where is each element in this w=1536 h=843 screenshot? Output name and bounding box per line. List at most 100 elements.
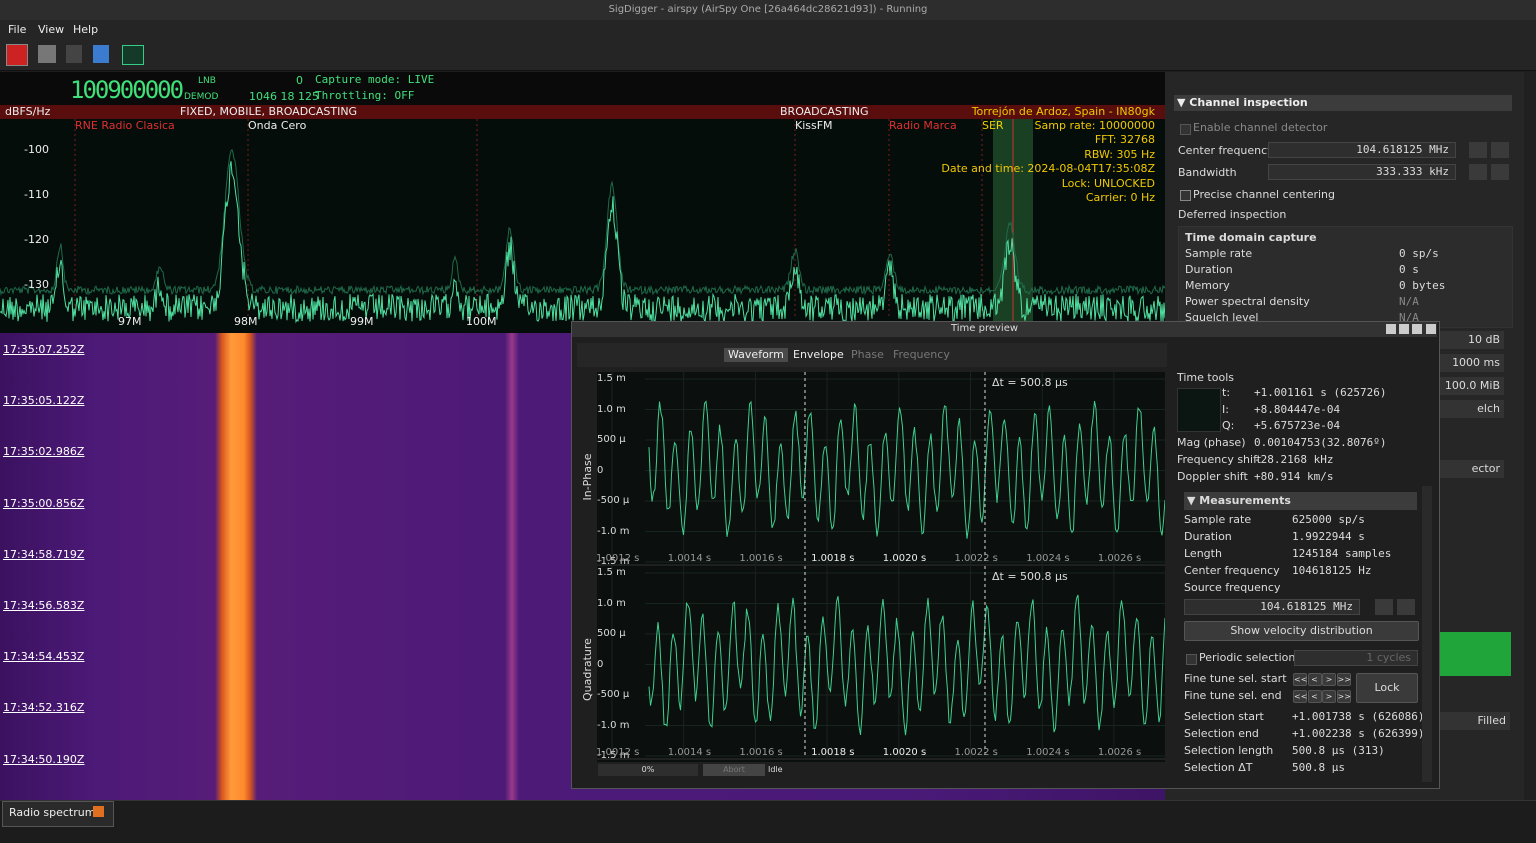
settings-button[interactable]: [38, 45, 56, 63]
button[interactable]: [1375, 599, 1393, 615]
x-tick-label: 1.0012 s: [596, 747, 640, 758]
fine-button[interactable]: >>: [1336, 673, 1351, 686]
button[interactable]: [1469, 142, 1487, 158]
widget[interactable]: Filled: [1440, 712, 1510, 730]
checkbox-label: Periodic selection: [1199, 651, 1296, 664]
timestamp: 17:34:58.719Z: [3, 547, 85, 561]
fine-button[interactable]: <: [1307, 690, 1322, 703]
window-button[interactable]: [1399, 324, 1409, 334]
progress-bar: 0%: [598, 764, 698, 776]
y-tick-label: -120: [24, 233, 49, 246]
y-tick-label: -1.5 m: [597, 750, 630, 761]
y-unit: dBFS/Hz: [5, 105, 51, 118]
row-value: 500.8 µs: [1292, 761, 1345, 774]
bw-field[interactable]: 333.333 kHz: [1268, 164, 1456, 180]
widget[interactable]: ector: [1440, 460, 1504, 478]
row-value: 0 s: [1399, 263, 1419, 276]
capture-mode: Capture mode: LIVE: [315, 73, 435, 86]
x-tick-label: 1.0022 s: [954, 747, 998, 758]
button[interactable]: [1469, 164, 1487, 180]
fine-button[interactable]: <<: [1293, 690, 1308, 703]
row-label: Selection length: [1184, 744, 1274, 757]
y-tick-label: 1.5 m: [597, 567, 626, 578]
y-tick-label: -500 µ: [597, 495, 630, 506]
time-preview-titlebar: [572, 322, 1437, 337]
info-line: RBW: 305 Hz: [1084, 148, 1155, 161]
cycles-field[interactable]: 1 cycles: [1294, 650, 1418, 666]
window-button[interactable]: [1426, 324, 1436, 334]
y-axis-title: In-Phase: [581, 453, 594, 501]
x-tick-label: 100M: [466, 315, 497, 328]
window-button[interactable]: [1412, 324, 1422, 334]
x-tick-label: 1.0014 s: [667, 747, 712, 758]
checkbox[interactable]: [1180, 190, 1191, 201]
record-button[interactable]: [6, 44, 28, 66]
menu-item[interactable]: Help: [73, 23, 99, 36]
fine-button[interactable]: <<: [1293, 673, 1308, 686]
widget[interactable]: 100.0 MiB: [1440, 377, 1504, 395]
panoramic-button[interactable]: [122, 45, 144, 65]
row-label: t:: [1222, 386, 1231, 399]
widget[interactable]: elch: [1440, 400, 1504, 418]
view-tab[interactable]: Envelope: [793, 348, 844, 361]
view-tab[interactable]: Frequency: [893, 348, 950, 361]
band-strip: [0, 105, 1165, 119]
fine-button[interactable]: >>: [1336, 690, 1351, 703]
menu-bar: [0, 20, 1536, 40]
info-line: Lock: UNLOCKED: [1061, 177, 1155, 190]
x-tick-label: 1.0020 s: [882, 747, 927, 758]
widget[interactable]: 10 dB: [1440, 331, 1504, 349]
band-label: BROADCASTING: [780, 105, 869, 118]
checkbox[interactable]: [1186, 654, 1197, 665]
menu-item[interactable]: File: [8, 23, 27, 36]
row-label: Source frequency: [1184, 581, 1281, 594]
level-indicator: [1440, 632, 1511, 676]
timestamp: 17:35:02.986Z: [3, 445, 85, 459]
y-tick-label: 1.0 m: [597, 403, 626, 415]
y-tick-label: -500 µ: [597, 689, 630, 700]
freq-field[interactable]: 104.618125 MHz: [1268, 142, 1456, 158]
row-label: Selection end: [1184, 727, 1259, 740]
lnb-value: 0: [296, 74, 303, 87]
timestamp: 17:34:54.453Z: [3, 650, 85, 664]
delta-label: Δt = 500.8 µs: [992, 376, 1068, 389]
button[interactable]: [1491, 142, 1509, 158]
row-value: 1.9922944 s: [1292, 530, 1365, 543]
widget[interactable]: 1000 ms: [1440, 354, 1504, 372]
max-hold-trace: [0, 148, 1165, 296]
row-value: 104618125 Hz: [1292, 564, 1372, 577]
tab-label[interactable]: Radio spectrum: [9, 806, 96, 819]
fine-button[interactable]: <: [1307, 673, 1322, 686]
checkbox-label: Precise channel centering: [1193, 188, 1336, 201]
velocity-button[interactable]: Show velocity distribution: [1184, 621, 1419, 641]
button[interactable]: [1397, 599, 1415, 615]
y-tick-label: -1.5 m: [597, 556, 630, 567]
band-label: FIXED, MOBILE, BROADCASTING: [180, 105, 358, 118]
tab-close[interactable]: [93, 806, 104, 817]
window-title: SigDigger - airspy (AirSpy One [26a464dc…: [608, 4, 928, 15]
y-tick-label: 500 µ: [597, 628, 626, 639]
info-line: Samp rate: 10000000: [1034, 119, 1155, 132]
lock-button[interactable]: Lock: [1356, 673, 1418, 703]
freq-field[interactable]: 104.618125 MHz: [1184, 599, 1360, 615]
bookmarks-button[interactable]: [93, 45, 109, 63]
abort-button[interactable]: Abort: [703, 764, 765, 776]
button[interactable]: [1491, 164, 1509, 180]
menu-item[interactable]: View: [38, 23, 65, 36]
audio-button[interactable]: [66, 45, 82, 63]
window-button[interactable]: [1386, 324, 1396, 334]
checkbox[interactable]: [1180, 124, 1191, 135]
row-value: N/A: [1399, 295, 1419, 308]
frequency-display: 100900000: [70, 76, 184, 104]
fine-button[interactable]: >: [1322, 673, 1336, 686]
spectrum-trace-line: [0, 161, 1165, 324]
row-value: 0 sp/s: [1399, 247, 1439, 260]
timestamp: 17:35:07.252Z: [3, 343, 85, 356]
y-tick-label: -1.0 m: [597, 719, 630, 731]
x-tick-label: 99M: [350, 315, 374, 328]
view-tab[interactable]: Waveform: [724, 348, 788, 362]
scrollbar: [1524, 72, 1536, 800]
view-tab[interactable]: Phase: [851, 348, 884, 361]
x-tick-label: 1.0024 s: [1026, 553, 1070, 564]
fine-button[interactable]: >: [1322, 690, 1336, 703]
